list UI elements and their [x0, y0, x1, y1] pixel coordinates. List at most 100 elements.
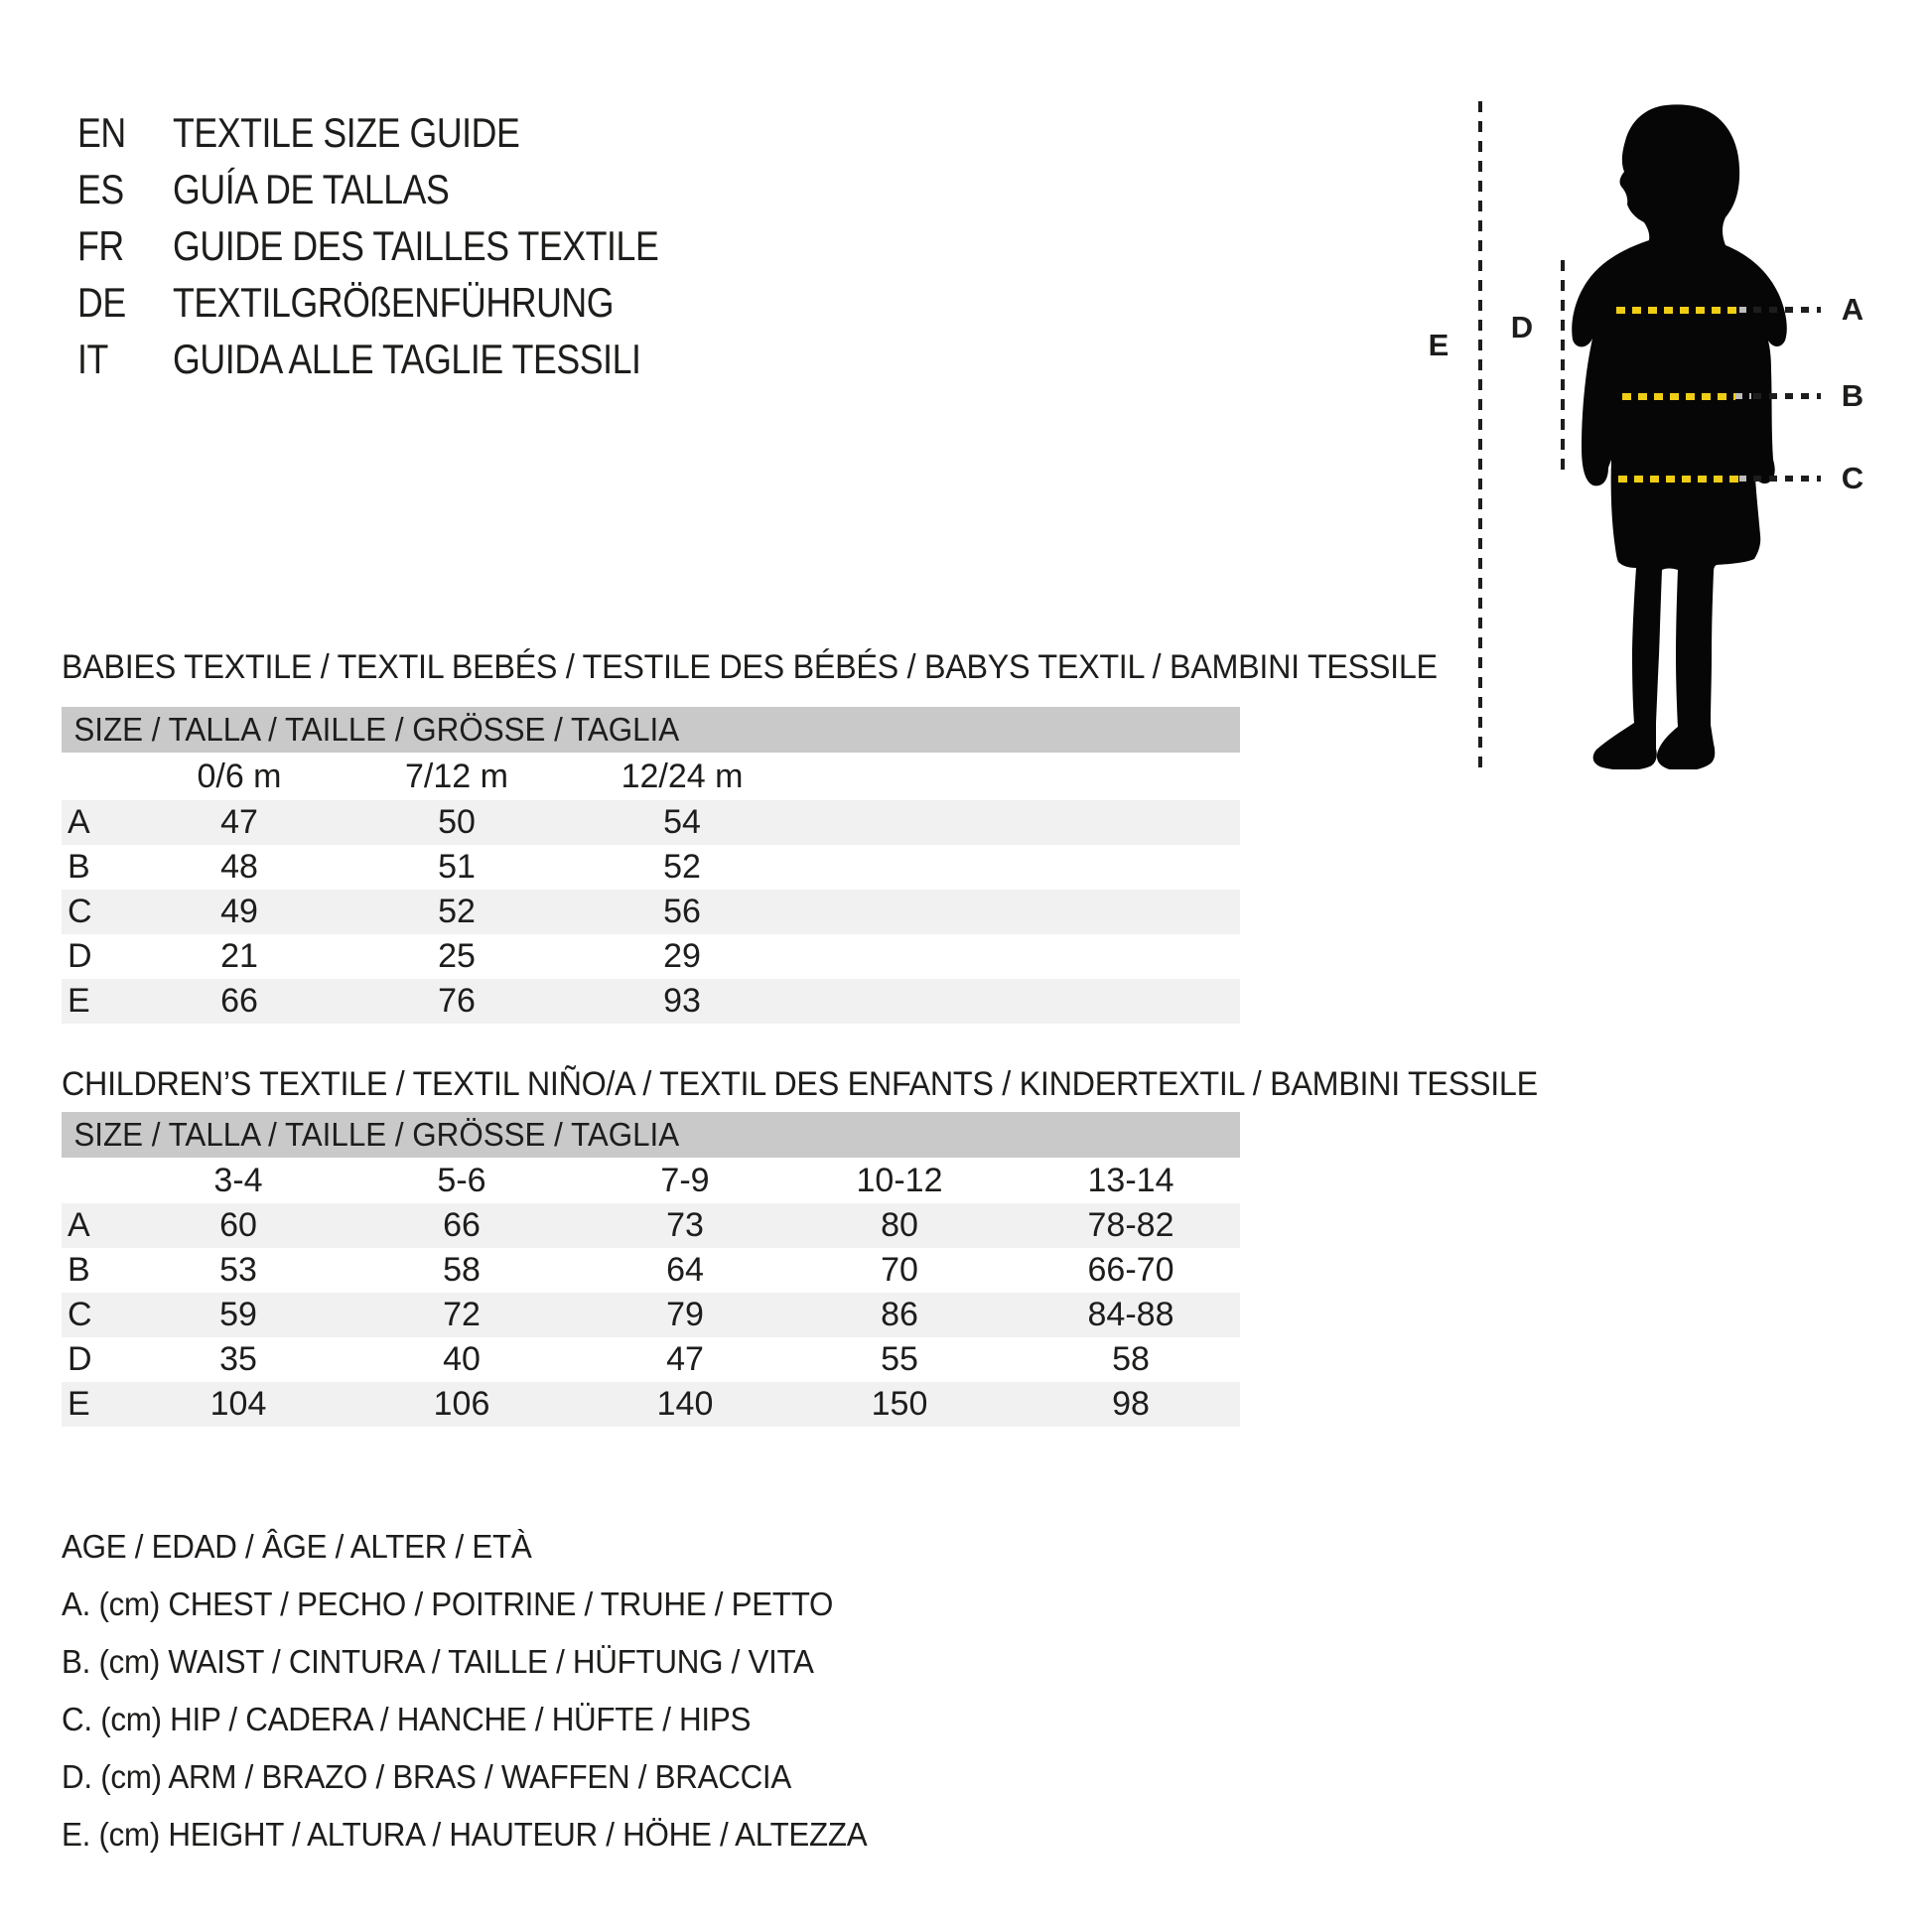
lang-row-en: EN TEXTILE SIZE GUIDE — [0, 111, 894, 155]
table-cell: 66 — [220, 982, 258, 1020]
table-cell: 35 — [219, 1340, 257, 1378]
row-label: A — [68, 1206, 90, 1244]
legend-line-age: AGE / EDAD / ÂGE / ALTER / ETÀ — [62, 1528, 532, 1565]
table-cell: 64 — [666, 1251, 704, 1289]
waist-line-fade — [1735, 393, 1751, 399]
table-cell: 79 — [666, 1296, 704, 1333]
row-label: E — [68, 1385, 90, 1423]
table-cell: 78-82 — [1087, 1206, 1174, 1244]
measure-label-b: B — [1841, 378, 1864, 413]
table-cell: 54 — [663, 803, 701, 841]
lang-code: FR — [77, 222, 124, 269]
babies-size-bar-label: SIZE / TALLA / TAILLE / GRÖSSE / TAGLIA — [73, 711, 680, 748]
table-cell: 52 — [438, 893, 476, 930]
children-section-heading: CHILDREN’S TEXTILE / TEXTIL NIÑO/A / TEX… — [62, 1065, 1538, 1103]
legend-line-height: E. (cm) HEIGHT / ALTURA / HAUTEUR / HÖHE… — [62, 1816, 868, 1853]
table-row: A 60 66 73 80 78-82 — [62, 1203, 1240, 1248]
lang-row-es: ES GUÍA DE TALLAS — [0, 168, 894, 211]
table-cell: 93 — [663, 982, 701, 1020]
measure-label-e: E — [1428, 328, 1449, 362]
table-cell: 49 — [220, 893, 258, 930]
table-cell: 84-88 — [1087, 1296, 1174, 1333]
legend-line-waist: B. (cm) WAIST / CINTURA / TAILLE / HÜFTU… — [62, 1643, 814, 1680]
chest-line-fade — [1739, 307, 1753, 313]
table-cell: 50 — [438, 803, 476, 841]
chest-line-extension — [1753, 307, 1821, 313]
waist-line-on-body — [1622, 393, 1735, 400]
hip-line-fade — [1739, 476, 1753, 482]
arm-measure-line — [1561, 260, 1565, 470]
lang-code: EN — [77, 109, 126, 156]
table-cell: 25 — [438, 937, 476, 975]
table-cell: 29 — [663, 937, 701, 975]
lang-row-fr: FR GUIDE DES TAILLES TEXTILE — [0, 224, 894, 268]
row-label: B — [68, 848, 90, 886]
children-column-header-row: 3-4 5-6 7-9 10-12 13-14 — [62, 1158, 1240, 1203]
table-row: E 104 106 140 150 98 — [62, 1382, 1240, 1427]
child-silhouette-shape — [1572, 104, 1787, 769]
table-cell: 98 — [1112, 1385, 1150, 1423]
children-col-header: 3-4 — [213, 1162, 263, 1199]
hip-line-on-body — [1618, 476, 1739, 483]
table-cell: 47 — [666, 1340, 704, 1378]
table-cell: 56 — [663, 893, 701, 930]
table-cell: 53 — [219, 1251, 257, 1289]
table-row: C 59 72 79 86 84-88 — [62, 1293, 1240, 1337]
table-cell: 51 — [438, 848, 476, 886]
lang-title: TEXTILGRÖßENFÜHRUNG — [173, 279, 615, 326]
table-cell: 70 — [881, 1251, 918, 1289]
height-measure-line — [1478, 101, 1482, 769]
child-silhouette — [1572, 104, 1787, 769]
lang-title: GUÍA DE TALLAS — [173, 166, 450, 212]
row-label: A — [68, 803, 90, 841]
lang-code: IT — [77, 336, 108, 382]
table-row: E 66 76 93 — [62, 979, 1240, 1024]
row-label: D — [68, 937, 92, 975]
measure-label-c: C — [1841, 461, 1864, 495]
table-row: C 49 52 56 — [62, 890, 1240, 934]
table-row: D 21 25 29 — [62, 934, 1240, 979]
table-row: B 53 58 64 70 66-70 — [62, 1248, 1240, 1293]
lang-code: ES — [77, 166, 124, 212]
table-cell: 47 — [220, 803, 258, 841]
table-row: B 48 51 52 — [62, 845, 1240, 890]
row-label: C — [68, 893, 92, 930]
table-cell: 140 — [656, 1385, 714, 1423]
children-col-header: 5-6 — [437, 1162, 486, 1199]
row-label: D — [68, 1340, 92, 1378]
row-label: E — [68, 982, 90, 1020]
lang-title: GUIDE DES TAILLES TEXTILE — [173, 222, 659, 269]
measure-label-a: A — [1841, 292, 1864, 327]
table-row: A 47 50 54 — [62, 800, 1240, 845]
table-cell: 40 — [443, 1340, 481, 1378]
lang-row-de: DE TEXTILGRÖßENFÜHRUNG — [0, 281, 894, 325]
table-cell: 48 — [220, 848, 258, 886]
table-cell: 80 — [881, 1206, 918, 1244]
lang-title: GUIDA ALLE TAGLIE TESSILI — [173, 336, 641, 382]
babies-column-header-row: 0/6 m 7/12 m 12/24 m — [62, 753, 1240, 800]
measure-label-d: D — [1510, 310, 1534, 345]
table-cell: 59 — [219, 1296, 257, 1333]
table-cell: 58 — [443, 1251, 481, 1289]
table-cell: 72 — [443, 1296, 481, 1333]
waist-line-extension — [1753, 393, 1821, 399]
table-cell: 66-70 — [1087, 1251, 1174, 1289]
legend-line-arm: D. (cm) ARM / BRAZO / BRAS / WAFFEN / BR… — [62, 1758, 791, 1795]
measurement-diagram: E D A B C — [1390, 79, 1932, 794]
table-cell: 104 — [209, 1385, 267, 1423]
table-cell: 76 — [438, 982, 476, 1020]
table-cell: 58 — [1112, 1340, 1150, 1378]
lang-code: DE — [77, 279, 126, 326]
children-col-header: 10-12 — [856, 1162, 943, 1199]
table-cell: 55 — [881, 1340, 918, 1378]
lang-row-it: IT GUIDA ALLE TAGLIE TESSILI — [0, 338, 894, 381]
legend-line-hip: C. (cm) HIP / CADERA / HANCHE / HÜFTE / … — [62, 1701, 752, 1737]
babies-col-header: 12/24 m — [621, 758, 744, 795]
children-col-header: 13-14 — [1087, 1162, 1174, 1199]
row-label: B — [68, 1251, 90, 1289]
table-cell: 73 — [666, 1206, 704, 1244]
table-cell: 52 — [663, 848, 701, 886]
babies-section-heading: BABIES TEXTILE / TEXTIL BEBÉS / TESTILE … — [62, 648, 1438, 686]
table-cell: 150 — [871, 1385, 928, 1423]
